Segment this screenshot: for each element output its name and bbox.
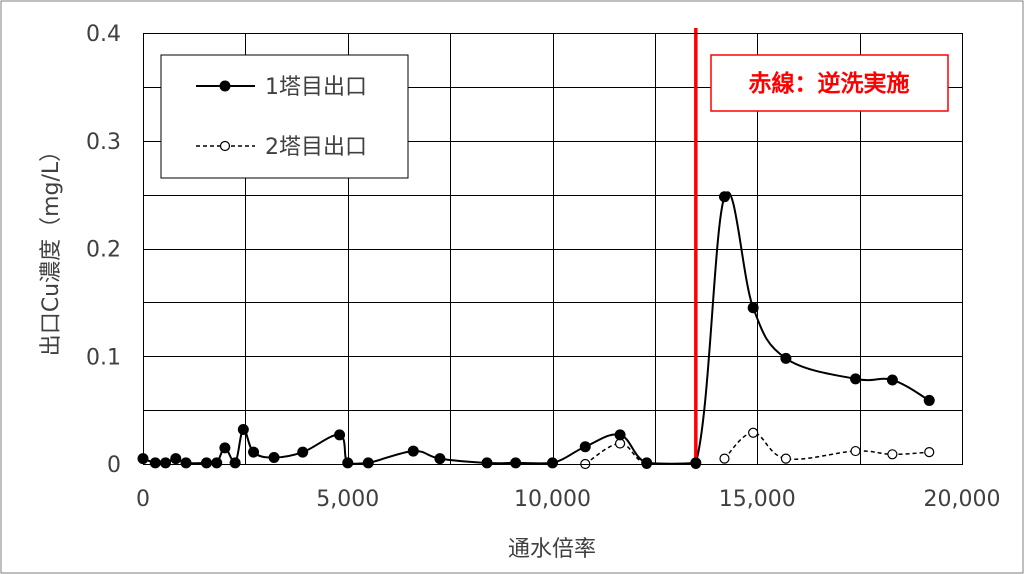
data-point-series-1 — [547, 457, 558, 469]
series-layer — [137, 28, 935, 470]
data-point-series-1 — [170, 453, 182, 465]
data-point-series-1 — [160, 457, 172, 469]
data-point-series-1 — [641, 457, 653, 469]
legend-item-series-2: 2塔目出口 — [196, 135, 367, 160]
data-point-series-1 — [248, 446, 260, 458]
data-point-series-1 — [579, 441, 591, 453]
data-point-series-1 — [211, 457, 223, 469]
data-point-series-2 — [850, 445, 861, 457]
y-tick-label: 0.2 — [86, 238, 121, 263]
x-tick-label: 10,000 — [514, 487, 591, 512]
data-point-series-1 — [342, 457, 354, 469]
y-axis-title: 出口Cu濃度（mg/L） — [39, 140, 64, 356]
data-point-series-1 — [268, 452, 280, 464]
annotation-box — [710, 54, 949, 112]
legend-label-series-2: 2塔目出口 — [265, 135, 367, 160]
data-point-series-1 — [434, 453, 446, 465]
data-point-series-2 — [924, 447, 935, 458]
data-point-series-2 — [719, 453, 730, 464]
axes: 0 5,000 10,000 15,000 20,000 0 0.1 0.2 0.3 0.4 — [86, 22, 1000, 512]
y-tick-label: 0.4 — [86, 22, 121, 47]
data-point-series-2 — [780, 453, 792, 464]
y-tick-label: 0.3 — [86, 130, 121, 155]
data-point-series-1 — [149, 457, 161, 469]
data-point-series-1 — [237, 424, 249, 436]
data-point-series-1 — [886, 374, 898, 386]
data-point-series-1 — [923, 394, 935, 406]
y-tick-label: 0.1 — [86, 345, 121, 370]
data-point-series-1 — [362, 457, 374, 469]
annotation-text: 赤線：逆洗実施 — [749, 70, 910, 97]
data-point-series-1 — [200, 457, 212, 469]
legend-label-series-1: 1塔目出口 — [265, 75, 367, 100]
data-point-series-2 — [887, 449, 898, 460]
data-point-series-1 — [850, 373, 862, 385]
legend: 1塔目出口 2塔目出口 — [160, 54, 409, 179]
y-tick-label: 0 — [107, 453, 121, 478]
data-point-series-1 — [510, 457, 522, 469]
x-tick-label: 20,000 — [924, 487, 1001, 512]
legend-marker-series-2 — [219, 140, 231, 152]
x-tick-label: 0 — [136, 487, 150, 512]
data-point-series-1 — [334, 429, 346, 441]
backwash-annotation: 赤線：逆洗実施 — [710, 54, 949, 112]
data-point-series-1 — [229, 457, 241, 469]
data-point-series-1 — [481, 457, 493, 469]
plot-area-border — [143, 33, 963, 465]
x-axis-title: 通水倍率 — [508, 537, 596, 562]
data-point-series-1 — [407, 445, 419, 457]
x-tick-label: 15,000 — [719, 487, 796, 512]
data-point-series-1 — [614, 429, 626, 441]
legend-marker-series-1 — [219, 80, 231, 92]
data-point-series-1 — [180, 457, 192, 469]
data-point-series-2 — [748, 427, 759, 438]
x-tick-label: 5,000 — [316, 487, 379, 512]
legend-box — [160, 54, 409, 179]
data-point-series-1 — [219, 442, 231, 454]
data-point-series-1 — [780, 352, 792, 364]
data-point-series-1 — [690, 457, 702, 469]
data-point-series-1 — [747, 302, 759, 314]
data-point-series-1 — [297, 446, 309, 458]
legend-item-series-1: 1塔目出口 — [196, 75, 367, 100]
data-point-series-1 — [718, 191, 730, 203]
